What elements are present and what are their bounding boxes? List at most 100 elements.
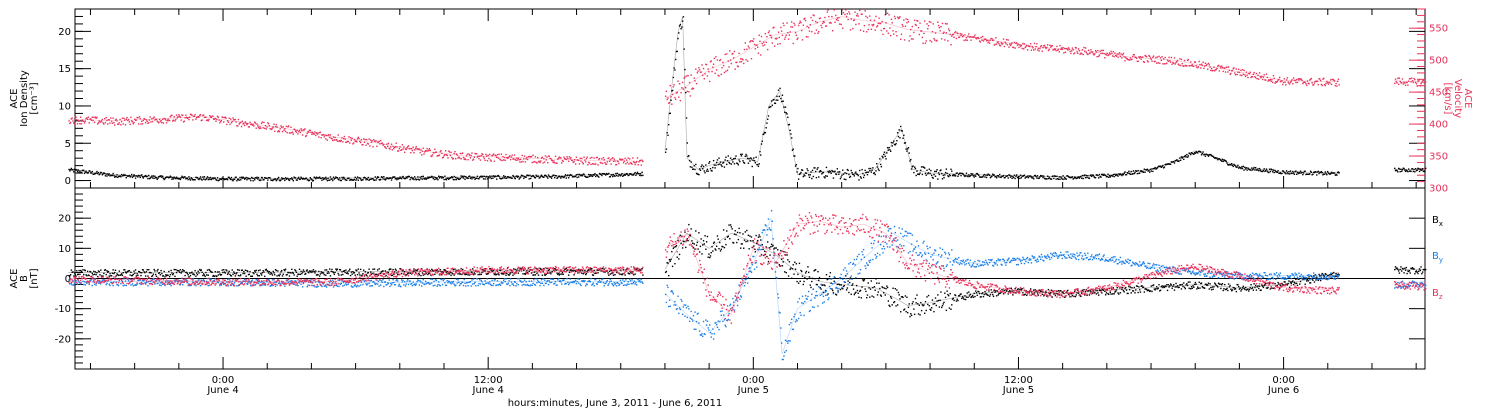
data-point [401,176,404,178]
data-point [238,179,240,181]
data-point [253,177,255,180]
data-point [710,251,712,254]
data-point [400,177,402,180]
data-point [417,268,419,271]
data-point [1057,49,1059,51]
data-point [468,175,470,178]
data-point [953,36,955,39]
data-point [699,169,702,171]
data-point [201,179,203,181]
data-point [285,274,288,276]
data-point [988,42,991,44]
data-point [724,159,726,161]
data-point [201,119,203,121]
data-point [228,117,230,119]
data-point [173,176,175,178]
data-point [270,128,273,131]
data-point [616,160,619,162]
data-point [534,274,537,276]
data-point [209,270,212,273]
data-point [233,178,236,181]
data-point [889,149,891,151]
data-point [768,30,770,32]
data-point [1217,64,1220,67]
data-point [162,177,165,180]
data-point [1190,288,1192,290]
data-point [777,43,779,45]
y-right-tick-label: 500 [1429,56,1448,67]
data-point [1414,171,1416,173]
data-point [1132,53,1135,56]
data-point [223,178,226,181]
data-point [277,177,279,180]
data-point [937,294,939,296]
data-point [269,273,271,275]
data-point [1024,177,1026,179]
y-right-tick-label: 400 [1429,120,1448,131]
data-point [230,176,233,179]
data-point [1173,289,1176,291]
data-point [442,272,445,274]
data-point [1411,168,1414,170]
data-point [373,268,376,270]
data-point [465,177,468,179]
data-point [989,293,992,296]
data-point [368,179,370,182]
data-point [981,292,983,295]
data-point [526,270,528,272]
data-point [359,141,362,144]
data-point [165,176,167,179]
data-point [405,148,407,151]
data-point [860,13,862,15]
data-point [457,157,459,159]
data-point [204,275,206,278]
data-point [1422,79,1425,82]
data-point [315,274,318,276]
data-point [815,176,818,179]
data-point [927,25,930,27]
data-point [748,47,750,49]
data-point [967,175,969,178]
data-point [157,121,159,123]
data-point [1214,68,1217,71]
data-point [1197,66,1200,68]
data-point [1034,48,1036,50]
data-point [1403,167,1405,170]
data-point [1002,42,1004,45]
data-point [107,173,109,175]
data-point [952,174,955,176]
data-point [1135,56,1137,59]
data-point [269,127,271,130]
data-point [316,273,319,276]
data-point [1333,80,1336,82]
data-point [1115,174,1117,177]
data-point [404,148,407,150]
data-point [945,168,948,170]
data-point [181,175,183,178]
data-point [940,291,942,293]
data-point [1402,167,1404,170]
data-point [1318,78,1320,80]
data-point [310,131,312,134]
data-point [262,179,264,181]
data-point [885,287,887,290]
data-point [852,173,854,175]
data-point [264,176,266,179]
data-point [1013,41,1016,44]
data-point [542,271,544,273]
data-point [728,224,730,226]
data-point [936,39,938,42]
data-point [189,116,191,118]
data-point [1294,79,1296,82]
data-point [386,143,388,145]
data-point [259,269,261,271]
data-point [588,173,590,176]
data-point [615,271,618,274]
data-point [896,289,898,291]
data-point [1029,175,1031,178]
data-point [209,176,212,179]
data-point [100,269,102,271]
data-point [544,274,547,276]
data-point [981,35,984,38]
data-point [785,34,787,36]
